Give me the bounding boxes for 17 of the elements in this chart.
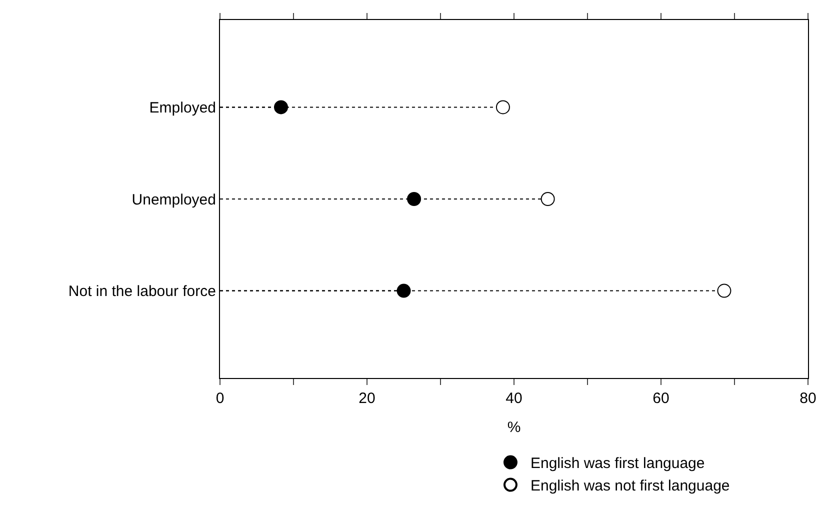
legend-label: English was first language — [530, 455, 705, 472]
x-axis-title: % — [507, 419, 521, 436]
y-tick-label: Not in the labour force — [68, 283, 216, 300]
x-tick-label: 60 — [652, 390, 670, 407]
y-tick-label: Unemployed — [132, 191, 216, 208]
point — [496, 100, 510, 114]
x-tick-label: 20 — [358, 390, 376, 407]
x-tick-label: 0 — [216, 390, 224, 407]
point — [407, 192, 422, 206]
point — [274, 100, 288, 114]
legend-label: English was not first language — [530, 478, 730, 495]
x-tick-label: 40 — [506, 390, 522, 407]
point — [396, 284, 411, 298]
point — [717, 284, 732, 298]
point — [540, 192, 555, 206]
y-tick-label: Employed — [149, 99, 216, 116]
x-tick-label: 80 — [800, 390, 816, 407]
